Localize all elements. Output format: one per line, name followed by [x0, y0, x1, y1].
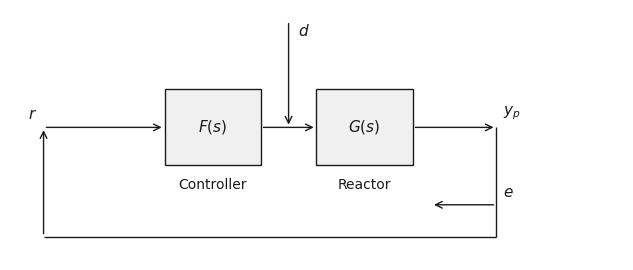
Text: $r$: $r$	[28, 107, 37, 122]
Text: Reactor: Reactor	[338, 178, 391, 192]
Text: $d$: $d$	[298, 23, 310, 39]
Bar	[316, 89, 413, 166]
Text: $F(s)$: $F(s)$	[198, 118, 227, 136]
Text: $G(s)$: $G(s)$	[348, 118, 380, 136]
Text: $e$: $e$	[503, 185, 513, 200]
Bar	[165, 89, 261, 166]
Text: Controller: Controller	[179, 178, 247, 192]
Text: $y_p$: $y_p$	[503, 105, 520, 122]
